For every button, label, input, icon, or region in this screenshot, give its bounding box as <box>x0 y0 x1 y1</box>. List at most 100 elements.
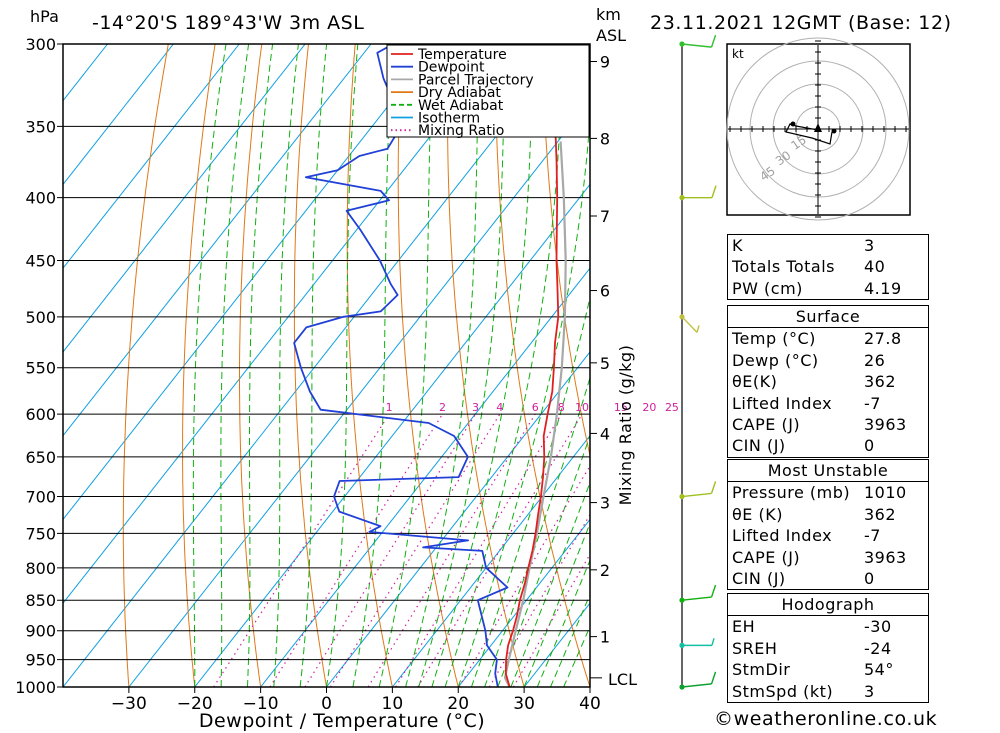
wind-barb <box>681 671 717 688</box>
parcel-trajectory-line <box>503 141 567 687</box>
row-label: Lifted Index <box>732 526 833 546</box>
isotherm-line <box>194 183 590 687</box>
table-row: Lifted Index -7 <box>728 525 928 546</box>
dry-adiabat-line <box>397 44 459 687</box>
mixing-ratio-label: 15 <box>614 401 628 414</box>
mixing-ratio-label: 1 <box>386 401 393 414</box>
table-row: StmSpd (kt) 3 <box>728 681 928 702</box>
row-value: 27.8 <box>864 329 902 349</box>
pressure-unit-label: hPa <box>30 7 59 26</box>
row-value: 54° <box>864 660 894 680</box>
isotherm-line <box>63 44 174 186</box>
wet-adiabat-line <box>352 44 394 687</box>
hodograph-title: Hodograph <box>781 595 875 614</box>
row-value: 3963 <box>864 547 907 567</box>
table-row: CAPE (J) 3963 <box>728 414 928 435</box>
row-label: CIN (J) <box>732 436 786 456</box>
table-row: CIN (J) 0 <box>728 568 928 589</box>
km-tick-label: 9 <box>600 53 610 72</box>
pressure-tick-label: 300 <box>25 35 56 54</box>
mixing-ratio-line <box>458 464 590 687</box>
wet-adiabat-line <box>299 44 328 687</box>
hodograph-trace <box>785 123 833 145</box>
mixing-ratio-label: 8 <box>558 401 565 414</box>
pressure-tick-label: 600 <box>25 405 56 424</box>
dry-adiabat-line <box>122 44 169 687</box>
km-tick-label: 2 <box>600 561 610 580</box>
pressure-tick-label: 450 <box>25 252 56 271</box>
lcl-label: LCL <box>608 670 637 689</box>
mixing-ratio-labels: 1 2 3 4 6 8 10 15 20 25 <box>386 401 679 414</box>
height-ref-label: ASL <box>596 26 626 45</box>
pressure-tick-label: 500 <box>25 308 56 327</box>
pressure-tick-label: 850 <box>25 591 56 610</box>
table-row: Dewp (°C) 26 <box>728 350 928 371</box>
wind-barb <box>681 34 717 48</box>
wet-adiabat-line <box>550 593 590 687</box>
row-value: 0 <box>864 436 875 456</box>
wind-barb <box>681 481 717 498</box>
wind-barb <box>681 316 700 333</box>
legend-label: Mixing Ratio <box>418 123 504 139</box>
most-unstable-table: Most Unstable Pressure (mb) 1010 θE (K) 362… <box>727 459 929 591</box>
x-tick-label: −30 <box>111 694 147 714</box>
mixing-ratio-axis-title: Mixing Ratio (g/kg) <box>616 345 635 506</box>
x-tick-label: 10 <box>382 694 404 714</box>
table-row: Totals Totals 40 <box>728 256 928 277</box>
plot-frame <box>62 43 591 688</box>
wet-adiabat-line <box>457 113 590 687</box>
row-value: 1010 <box>864 483 907 503</box>
wet-adiabat-line <box>523 522 590 687</box>
wind-barb <box>681 584 717 601</box>
row-value: 3963 <box>864 414 907 434</box>
isotherm-line <box>391 434 590 687</box>
row-label: EH <box>732 617 756 637</box>
row-label: Lifted Index <box>732 393 833 413</box>
row-label: SREH <box>732 638 778 658</box>
hodograph-unit-label: kt <box>732 47 744 61</box>
pressure-tick-label: 400 <box>25 189 56 208</box>
pressure-axis-labels: 300 350 400 450 500 550 600 650 700 750 800 850 900 9… <box>15 35 56 697</box>
row-label: CAPE (J) <box>732 547 801 567</box>
credit-link[interactable]: ©weatheronline.co.uk <box>714 708 938 730</box>
most-unstable-title: Most Unstable <box>767 461 889 480</box>
table-row: Pressure (mb) 1010 <box>728 482 928 503</box>
hodograph-point <box>831 128 837 134</box>
isotherm-line <box>128 99 590 687</box>
dry-adiabat-line <box>346 44 393 687</box>
isotherm-line <box>457 518 590 687</box>
row-value: 26 <box>864 350 886 370</box>
row-value: -7 <box>864 393 881 413</box>
mixing-ratio-line <box>367 413 536 687</box>
x-tick-label: 0 <box>321 694 332 714</box>
wind-barb-dot <box>679 597 685 603</box>
wet-adiabat-line <box>444 44 564 687</box>
wet-adiabat-line <box>431 44 534 687</box>
table-row: PW (cm) 4.19 <box>728 278 928 299</box>
wet-adiabat-line <box>220 44 250 687</box>
hodograph-point <box>790 121 796 127</box>
temperature-axis-labels: −30 −20 −10 0 10 20 30 40 <box>111 687 601 714</box>
isotherm-line <box>63 44 372 437</box>
dry-adiabat-line <box>494 44 590 687</box>
surface-title: Surface <box>795 307 861 326</box>
wet-adiabat-line <box>497 434 590 687</box>
km-tick-label: 8 <box>600 129 610 148</box>
dry-adiabat-line <box>182 44 216 687</box>
isotherm-line <box>63 44 306 353</box>
x-tick-label: −10 <box>243 694 279 714</box>
pressure-tick-label: 750 <box>25 524 56 543</box>
x-tick-label: −20 <box>177 694 213 714</box>
pressure-tick-label: 800 <box>25 559 56 578</box>
row-label: Pressure (mb) <box>732 483 851 503</box>
mixing-ratio-label: 20 <box>642 401 656 414</box>
wind-barb <box>682 185 717 199</box>
indices-table: K 3 Totals Totals 40 PW (cm) 4.19 <box>727 234 929 301</box>
row-label: PW (cm) <box>732 278 803 298</box>
mixing-ratio-label: 2 <box>439 401 446 414</box>
wet-adiabat-line <box>536 559 590 687</box>
km-tick-label: 6 <box>600 282 610 301</box>
row-value: 3 <box>864 236 875 255</box>
